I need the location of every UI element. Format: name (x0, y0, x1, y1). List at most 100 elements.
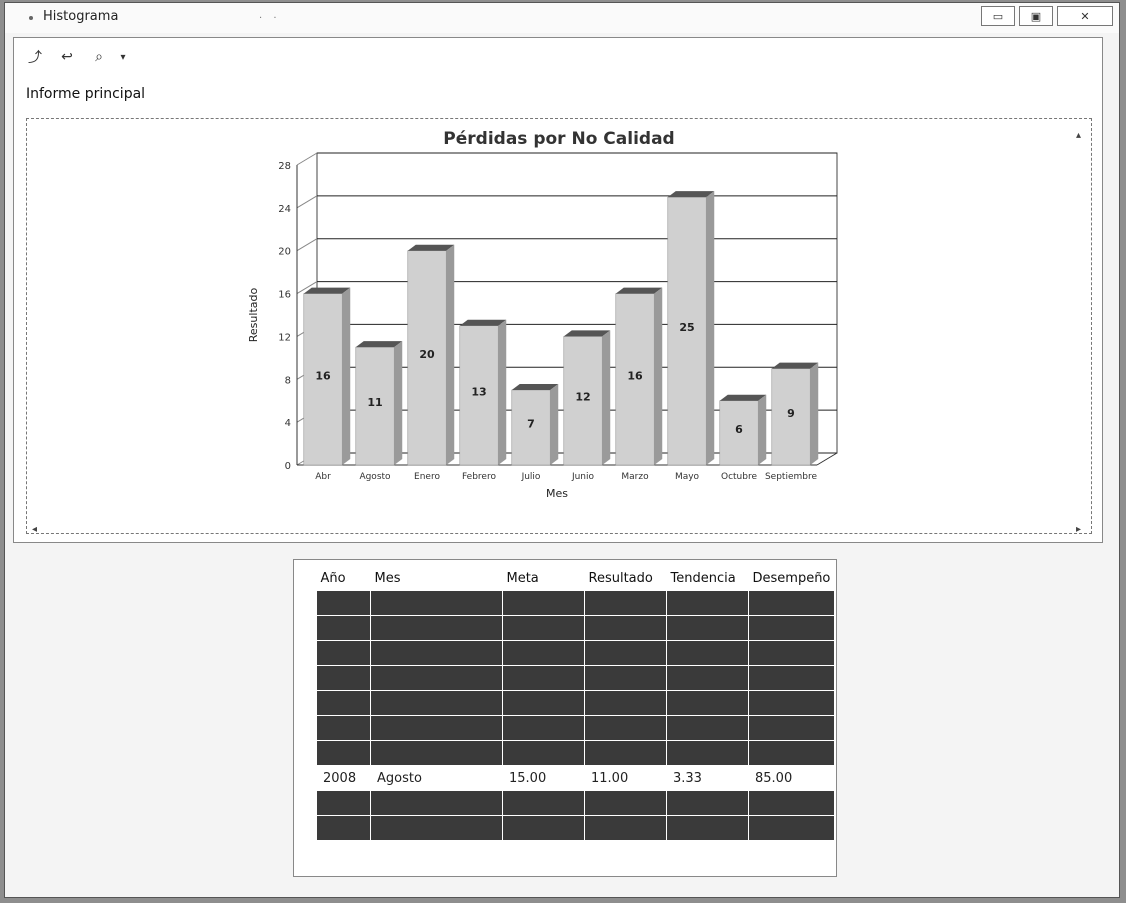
table-cell (316, 715, 371, 741)
bar-top (459, 319, 507, 326)
table-cell (502, 590, 585, 616)
bar-side (342, 287, 351, 465)
y-tick-label: 28 (278, 161, 291, 172)
table-row[interactable] (316, 640, 835, 666)
x-axis-label: Mes (546, 487, 568, 500)
table-cell (370, 790, 503, 816)
bar-side (602, 330, 611, 465)
table-cell (666, 815, 749, 841)
bar-top (615, 287, 663, 294)
bar-side (394, 341, 403, 465)
maximize-button[interactable]: ▣ (1019, 6, 1053, 26)
table-row[interactable] (316, 590, 835, 616)
gridline-side (296, 238, 318, 252)
bar-value-label: 11 (367, 396, 382, 409)
data-table-panel: Año Mes Meta Resultado Tendencia Desempe… (293, 559, 837, 877)
table-cell (584, 790, 667, 816)
zoom-button[interactable]: ⌕ (88, 47, 110, 67)
table-cell (666, 640, 749, 666)
back-icon: ↩ (61, 49, 73, 65)
y-tick-label: 24 (278, 204, 291, 215)
table-cell (316, 615, 371, 641)
table-row[interactable]: 2008 Agosto 15.00 11.00 3.33 85.00 (316, 765, 835, 791)
table-cell: 85.00 (748, 765, 835, 791)
table-cell (748, 640, 835, 666)
close-button[interactable]: ✕ (1057, 6, 1113, 26)
table-cell (584, 640, 667, 666)
table-cell: 11.00 (584, 765, 667, 791)
table-cell (584, 740, 667, 766)
x-tick-label: Septiembre (765, 472, 818, 482)
bar-top (407, 244, 455, 251)
zoom-dropdown-button[interactable]: ▾ (112, 47, 134, 67)
table-cell (748, 715, 835, 741)
column-header-goal: Meta (506, 570, 539, 586)
bar-side (550, 384, 559, 465)
table-row[interactable] (316, 715, 835, 741)
table-cell (316, 590, 371, 616)
table-cell (584, 715, 667, 741)
table-cell (370, 590, 503, 616)
table-cell (316, 665, 371, 691)
table-header-row: Año Mes Meta Resultado Tendencia Desempe… (317, 566, 835, 591)
histogram-window: Histograma · · ▭ ▣ ✕ ⤴ ↩ ⌕ ▾ Informe pri… (4, 2, 1120, 898)
table-row[interactable] (316, 615, 835, 641)
export-button[interactable]: ⤴ (24, 47, 46, 67)
table-cell (370, 815, 503, 841)
bar (511, 389, 551, 466)
table-cell (748, 740, 835, 766)
table-cell (502, 715, 585, 741)
scroll-left-icon[interactable]: ◂ (32, 524, 38, 535)
y-tick-label: 12 (278, 332, 291, 343)
table-cell (584, 590, 667, 616)
chart-title: Pérdidas por No Calidad (443, 129, 675, 149)
bar (771, 368, 811, 466)
x-tick-label: Marzo (621, 472, 649, 482)
table-cell (370, 715, 503, 741)
table-cell (502, 790, 585, 816)
zoom-icon: ⌕ (95, 49, 103, 65)
table-cell: 15.00 (502, 765, 585, 791)
table-cell (748, 690, 835, 716)
bar-value-label: 16 (627, 369, 643, 382)
table-cell (316, 790, 371, 816)
bar-top (563, 330, 611, 337)
bar-chart: 28 24 20 16 12 8 4 0 16 Abr 11 Agosto 20 Enero 13 Febre… (247, 152, 838, 500)
x-tick-label: Junio (571, 472, 595, 482)
scroll-up-icon[interactable]: ▴ (1076, 130, 1082, 141)
window-title: Histograma (43, 9, 119, 24)
x-tick-label: Agosto (359, 472, 391, 482)
gridline-side (296, 195, 318, 209)
table-cell (748, 815, 835, 841)
bar-side (758, 394, 767, 465)
bar-value-label: 25 (679, 321, 694, 334)
table-cell (666, 665, 749, 691)
bar-side (446, 244, 455, 465)
export-icon: ⤴ (28, 50, 42, 66)
table-cell (370, 740, 503, 766)
scroll-right-icon[interactable]: ▸ (1076, 524, 1082, 535)
bar (719, 400, 759, 466)
bar-top (303, 287, 351, 294)
table-cell (502, 815, 585, 841)
gridline-side (296, 281, 318, 295)
table-row[interactable] (316, 815, 835, 841)
minimize-button[interactable]: ▭ (981, 6, 1015, 26)
maximize-icon: ▣ (1030, 9, 1042, 23)
table-cell (584, 665, 667, 691)
table-cell (584, 615, 667, 641)
table-cell (502, 615, 585, 641)
table-row[interactable] (316, 665, 835, 691)
table-cell (666, 790, 749, 816)
table-row[interactable] (316, 790, 835, 816)
minimize-icon: ▭ (992, 9, 1004, 23)
chart-frame: Pérdidas por No Calidad 28 24 20 16 12 8 4 0 16 A… (26, 118, 1092, 534)
table-row[interactable] (316, 740, 835, 766)
table-row[interactable] (316, 690, 835, 716)
data-table: Año Mes Meta Resultado Tendencia Desempe… (316, 566, 835, 841)
table-cell (502, 690, 585, 716)
x-tick-label: Abr (315, 472, 331, 482)
back-button[interactable]: ↩ (56, 47, 78, 67)
table-cell (584, 690, 667, 716)
bar-value-label: 16 (315, 369, 331, 382)
